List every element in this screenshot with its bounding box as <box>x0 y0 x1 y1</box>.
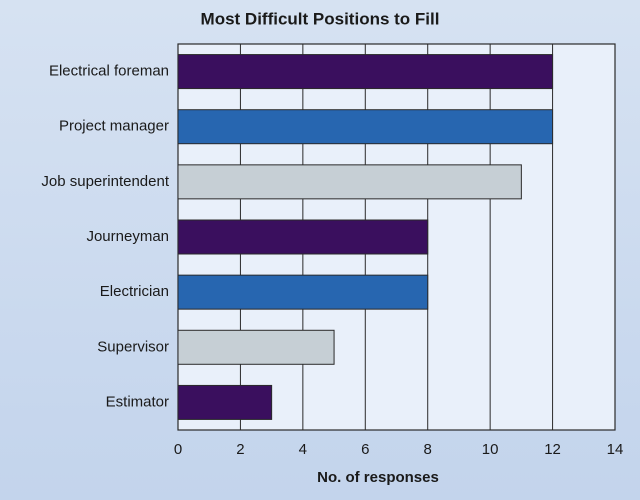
y-tick-label: Electrician <box>100 283 169 300</box>
bar <box>177 384 273 420</box>
y-tick-label: Job superintendent <box>41 173 169 190</box>
x-tick-label: 8 <box>424 441 432 458</box>
bar <box>177 219 429 255</box>
bar <box>177 54 554 90</box>
x-tick-label: 2 <box>236 441 244 458</box>
y-tick-label: Project manager <box>59 118 169 135</box>
y-tick-label: Supervisor <box>97 338 169 355</box>
x-tick-label: 4 <box>299 441 307 458</box>
x-tick-label: 14 <box>607 441 624 458</box>
y-tick-label: Estimator <box>106 393 169 410</box>
bar <box>177 164 522 200</box>
y-tick-label: Journeyman <box>86 228 169 245</box>
x-tick-label: 10 <box>482 441 499 458</box>
bar <box>177 109 554 145</box>
bar <box>177 274 429 310</box>
x-tick-label: 0 <box>174 441 182 458</box>
x-tick-label: 6 <box>361 441 369 458</box>
y-tick-label: Electrical foreman <box>49 63 169 80</box>
x-tick-label: 12 <box>544 441 561 458</box>
x-axis-label: No. of responses <box>317 469 439 486</box>
chart-title: Most Difficult Positions to Fill <box>201 9 440 28</box>
bar <box>177 329 335 365</box>
